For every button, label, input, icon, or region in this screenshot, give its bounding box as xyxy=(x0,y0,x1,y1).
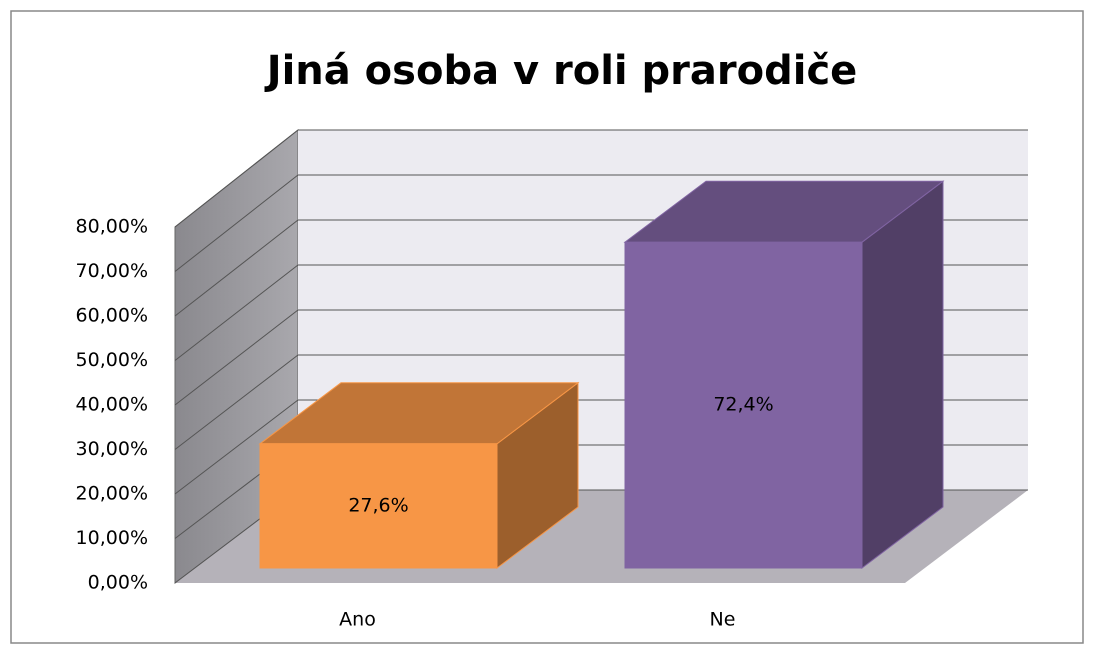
y-tick-label: 40,00% xyxy=(76,394,148,416)
bar-front xyxy=(624,241,863,569)
y-tick-label: 30,00% xyxy=(76,438,148,460)
y-tick-label: 60,00% xyxy=(76,305,148,327)
y-tick-label: 70,00% xyxy=(76,260,148,282)
bar xyxy=(258,381,580,570)
grid-line xyxy=(174,129,1028,228)
data-label: 72,4% xyxy=(713,394,773,416)
x-tick-label: Ano xyxy=(339,609,376,631)
y-tick-label: 0,00% xyxy=(88,572,148,594)
y-tick-label: 80,00% xyxy=(76,216,148,238)
y-tick-label: 50,00% xyxy=(76,349,148,371)
bar xyxy=(623,180,945,570)
bar-front xyxy=(259,443,498,569)
chart-title: Jiná osoba v roli prarodiče xyxy=(264,48,858,94)
x-tick-label: Ne xyxy=(710,609,736,631)
data-label: 27,6% xyxy=(348,494,408,516)
y-tick-label: 20,00% xyxy=(76,483,148,505)
y-tick-label: 10,00% xyxy=(76,527,148,549)
bar-side xyxy=(861,180,944,570)
grid-line xyxy=(174,174,1028,272)
